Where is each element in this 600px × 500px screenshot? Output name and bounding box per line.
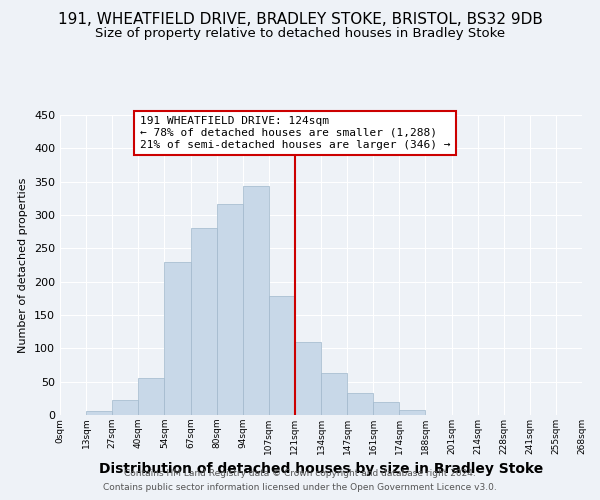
- Bar: [347, 393, 373, 415]
- Bar: [191, 228, 217, 415]
- Bar: [400, 410, 425, 415]
- Text: 191, WHEATFIELD DRIVE, BRADLEY STOKE, BRISTOL, BS32 9DB: 191, WHEATFIELD DRIVE, BRADLEY STOKE, BR…: [58, 12, 542, 28]
- Text: Contains public sector information licensed under the Open Government Licence v3: Contains public sector information licen…: [103, 484, 497, 492]
- Text: 191 WHEATFIELD DRIVE: 124sqm
← 78% of detached houses are smaller (1,288)
21% of: 191 WHEATFIELD DRIVE: 124sqm ← 78% of de…: [140, 116, 450, 150]
- X-axis label: Distribution of detached houses by size in Bradley Stoke: Distribution of detached houses by size …: [99, 462, 543, 476]
- Bar: [217, 204, 243, 415]
- Bar: [243, 186, 269, 415]
- Text: Size of property relative to detached houses in Bradley Stoke: Size of property relative to detached ho…: [95, 28, 505, 40]
- Bar: [139, 378, 164, 415]
- Bar: [295, 342, 321, 415]
- Y-axis label: Number of detached properties: Number of detached properties: [19, 178, 28, 352]
- Bar: [269, 296, 295, 415]
- Bar: [321, 373, 347, 415]
- Bar: [373, 402, 400, 415]
- Bar: [164, 262, 191, 415]
- Bar: [86, 411, 112, 415]
- Text: Contains HM Land Registry data © Crown copyright and database right 2024.: Contains HM Land Registry data © Crown c…: [124, 468, 476, 477]
- Bar: [112, 400, 139, 415]
